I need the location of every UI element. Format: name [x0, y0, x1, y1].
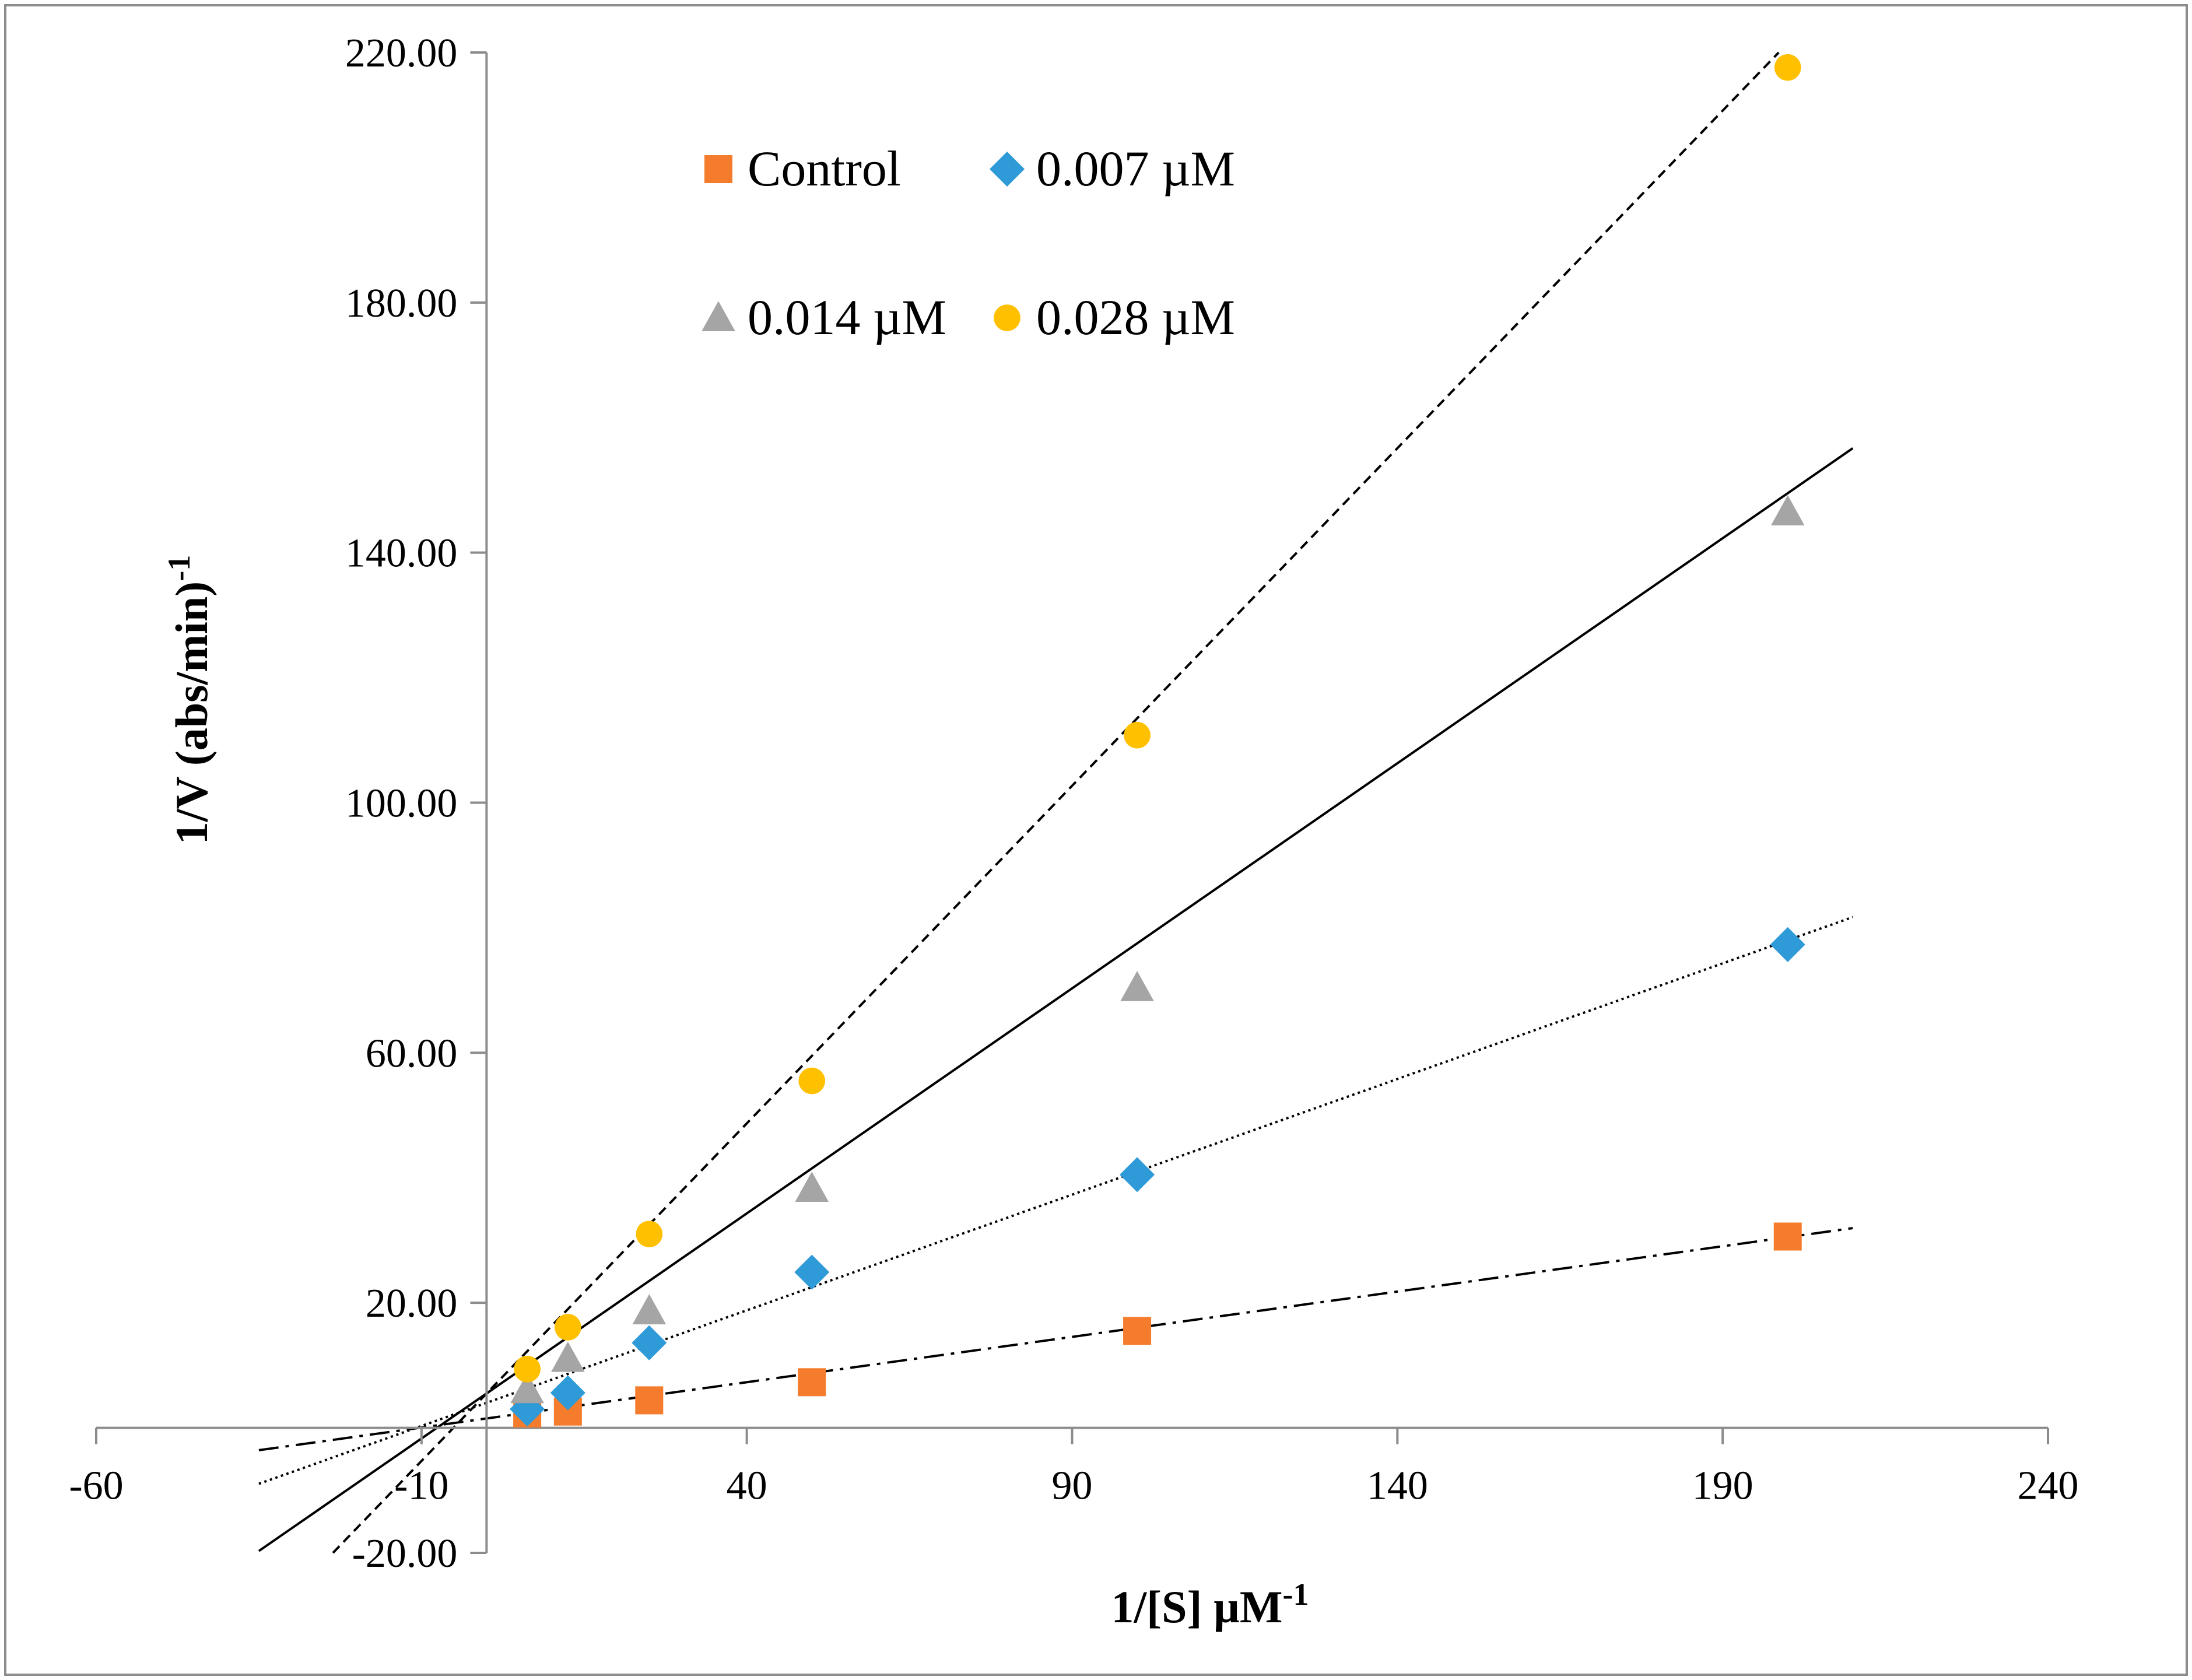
data-point: [1120, 1157, 1155, 1193]
data-point: [555, 1314, 581, 1341]
y-tick-label: 60.00: [366, 1031, 458, 1076]
data-point: [635, 1386, 664, 1415]
data-point: [1123, 1317, 1152, 1345]
x-tick-label: 140: [1367, 1464, 1428, 1509]
data-point: [510, 1373, 544, 1404]
data-point: [1773, 1222, 1802, 1251]
data-point: [798, 1067, 826, 1095]
data-point: [1120, 971, 1154, 1001]
data-point: [1770, 495, 1805, 526]
legend-marker: [994, 304, 1020, 331]
y-tick-label: 140.00: [345, 531, 458, 576]
legend-label: 0.007 µM: [1036, 141, 1235, 197]
legend-label: 0.014 µM: [748, 289, 946, 345]
y-tick-label: 100.00: [345, 781, 458, 826]
y-tick-label: 220.00: [345, 31, 458, 76]
y-axis-title: 1/V (abs/min)-1: [162, 555, 217, 844]
axes: -60 -10 40 90 140 190 240 -20.00 20.00 60.00 100.0…: [69, 31, 2078, 1576]
data-point: [1124, 721, 1151, 749]
data-points: [510, 54, 1805, 1428]
data-point: [632, 1294, 667, 1325]
legend-marker: [704, 155, 732, 183]
y-axis-title-superscript: -1: [162, 555, 197, 581]
data-point: [795, 1172, 829, 1202]
x-axis-title-text: 1/[S] µM: [1111, 1581, 1282, 1632]
x-tick-label: 190: [1692, 1464, 1753, 1509]
data-point: [514, 1356, 541, 1383]
x-tick-label: 40: [727, 1464, 767, 1509]
data-point: [550, 1375, 585, 1411]
x-tick-label: 240: [2018, 1464, 2079, 1509]
data-point: [794, 1254, 830, 1290]
chart-border: [4, 4, 2188, 1676]
legend-label: 0.028 µM: [1036, 289, 1235, 345]
x-tick-label: -10: [394, 1464, 448, 1509]
data-point: [632, 1325, 667, 1360]
trendline: [332, 51, 1780, 1554]
data-point: [636, 1220, 663, 1248]
legend-label: Control: [748, 141, 901, 197]
data-point: [1770, 927, 1805, 962]
data-point: [1774, 54, 1801, 81]
x-tick-label: -60: [69, 1464, 123, 1509]
y-axis-title-text: 1/V (abs/min): [166, 581, 217, 844]
legend-marker: [702, 301, 735, 332]
x-tick-label: 90: [1052, 1464, 1093, 1509]
y-tick-label: 180.00: [345, 281, 458, 326]
x-axis-title-superscript: -1: [1283, 1577, 1309, 1612]
legend: Control 0.007 µM 0.014 µM 0.028 µM: [702, 141, 1235, 345]
data-point: [551, 1341, 585, 1372]
data-point: [798, 1368, 826, 1397]
x-axis-title: 1/[S] µM-1: [1111, 1577, 1309, 1632]
y-tick-label: 20.00: [366, 1281, 458, 1326]
legend-marker: [990, 152, 1025, 187]
y-tick-label: -20.00: [352, 1531, 458, 1576]
